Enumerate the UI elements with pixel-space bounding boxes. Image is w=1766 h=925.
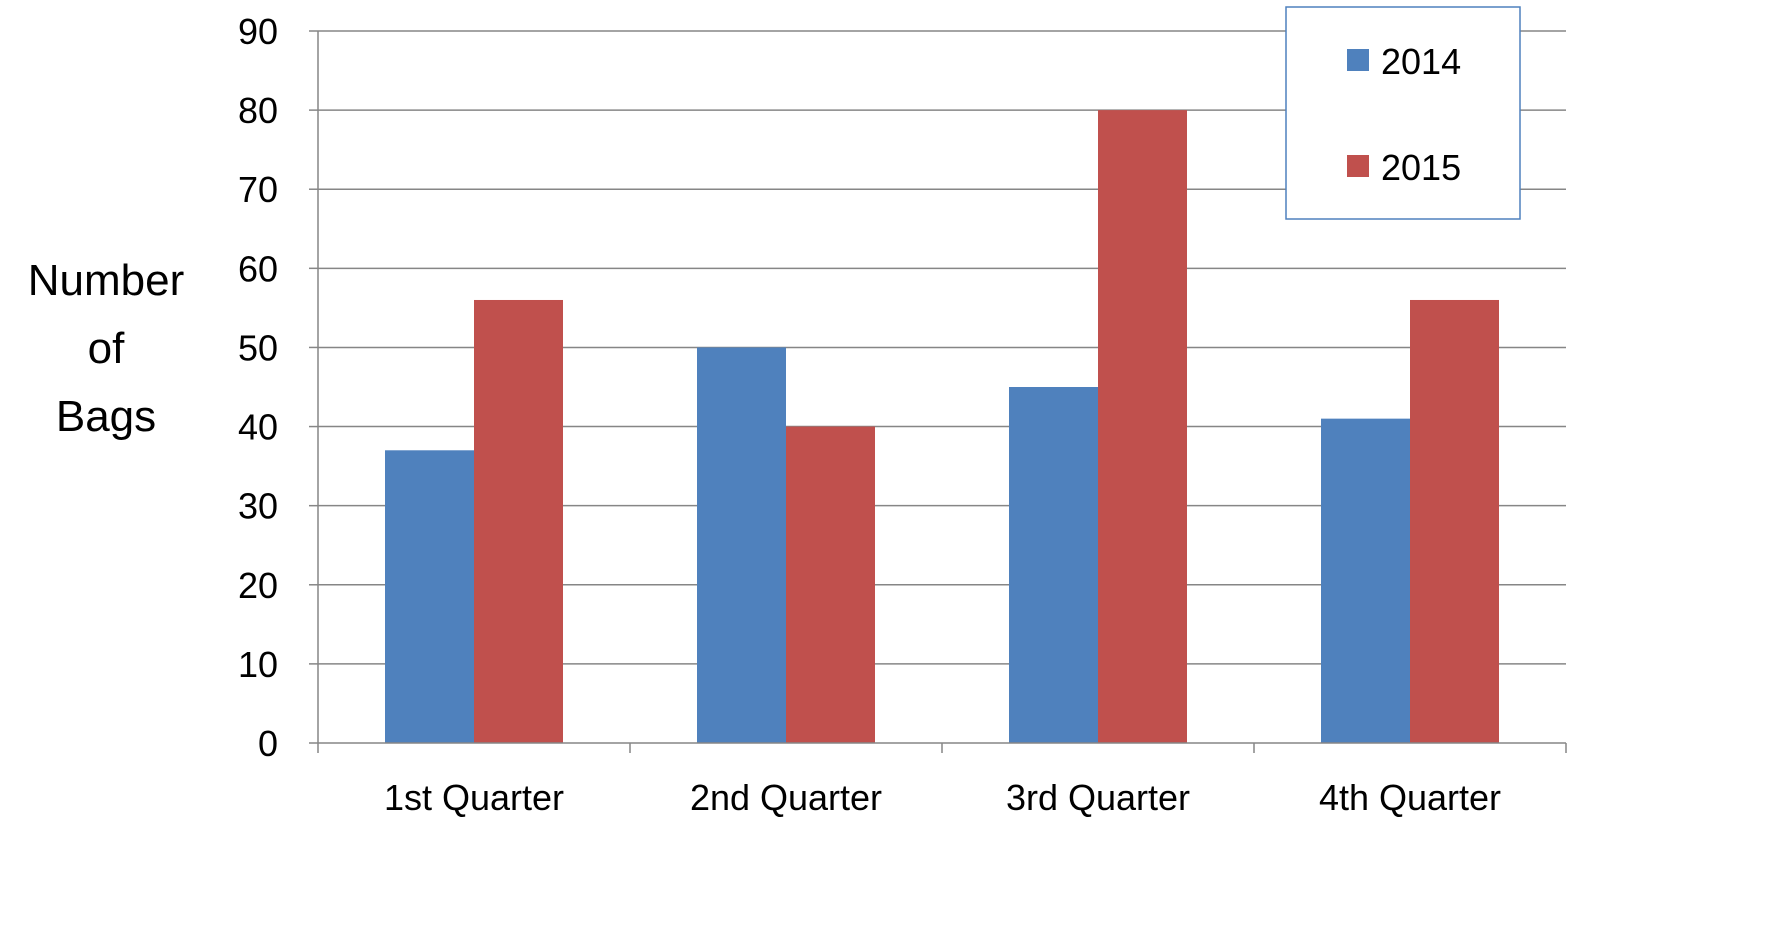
y-tick-label: 40 <box>238 407 278 448</box>
y-tick-label: 90 <box>238 11 278 52</box>
x-tick-labels: 1st Quarter 2nd Quarter 3rd Quarter 4th Qua… <box>384 777 1501 818</box>
y-tick-label: 80 <box>238 90 278 131</box>
bar-2015-2 <box>786 426 875 743</box>
bar-2014-4 <box>1321 418 1410 743</box>
bar-2014-1 <box>385 450 474 743</box>
y-tick-label: 30 <box>238 486 278 527</box>
bars <box>385 110 1499 744</box>
y-axis-label-line-2: of <box>88 324 125 373</box>
legend-label-2014: 2014 <box>1381 41 1461 82</box>
x-tick-label: 1st Quarter <box>384 777 564 818</box>
y-tick-label: 50 <box>238 327 278 368</box>
x-tick-label: 2nd Quarter <box>690 777 882 818</box>
y-axis-label-line-3: Bags <box>56 392 156 441</box>
bar-2015-3 <box>1098 110 1187 744</box>
axes <box>309 30 1567 753</box>
y-tick-label: 70 <box>238 169 278 210</box>
bar-2014-2 <box>697 347 786 743</box>
legend-label-2015: 2015 <box>1381 147 1461 188</box>
y-axis-label: Number of Bags <box>28 256 185 441</box>
y-tick-label: 60 <box>238 248 278 289</box>
legend-box <box>1285 6 1521 220</box>
legend-swatch-2014 <box>1347 49 1369 71</box>
x-tick-label: 4th Quarter <box>1319 777 1501 818</box>
x-tick-label: 3rd Quarter <box>1006 777 1190 818</box>
y-tick-label: 20 <box>238 565 278 606</box>
y-tick-labels: 0 10 20 30 40 50 60 70 80 90 <box>238 11 278 764</box>
legend: 2014 2015 <box>1285 6 1521 220</box>
y-tick-label: 0 <box>258 723 278 764</box>
bar-2014-3 <box>1009 387 1098 743</box>
bar-2015-1 <box>474 299 563 743</box>
y-axis-label-line-1: Number <box>28 256 185 305</box>
y-tick-label: 10 <box>238 644 278 685</box>
bar-2015-4 <box>1410 299 1499 743</box>
legend-swatch-2015 <box>1347 155 1369 177</box>
